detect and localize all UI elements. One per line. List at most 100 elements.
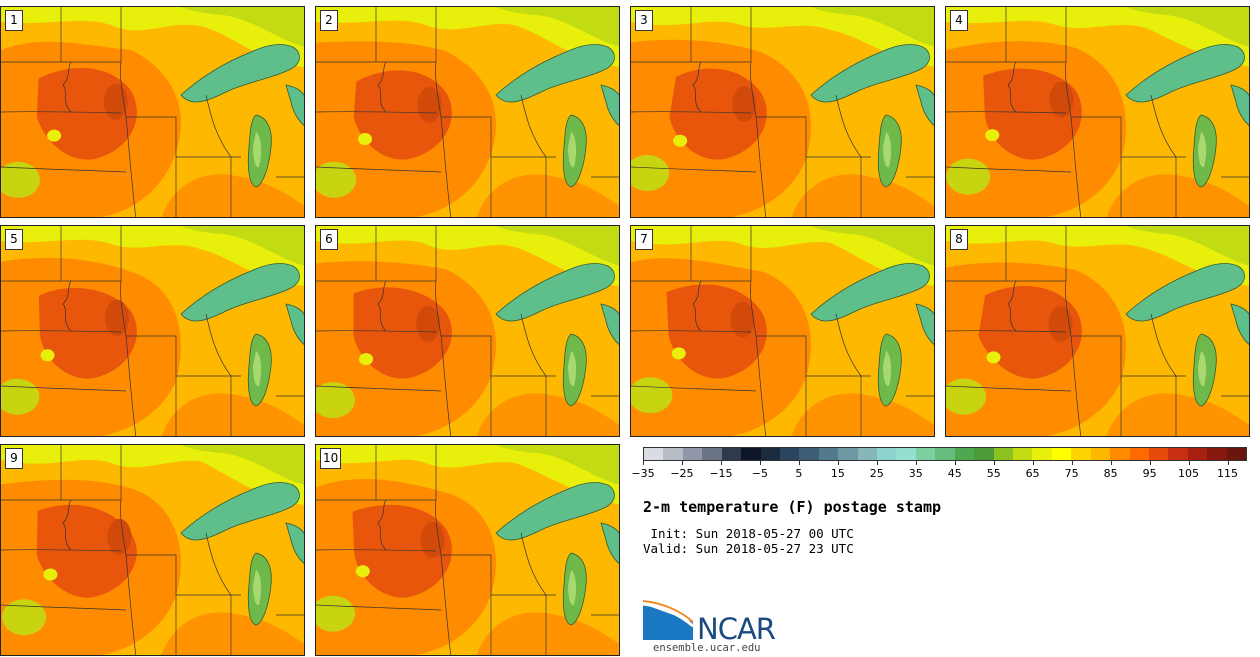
colorbar-segment	[1207, 448, 1227, 460]
colorbar-segment	[896, 448, 916, 460]
colorbar-tick	[798, 461, 800, 465]
colorbar-segment	[1032, 448, 1052, 460]
colorbar-tick-label: 115	[1217, 467, 1239, 480]
colorbar-tick	[1188, 461, 1190, 465]
colorbar-tick-label: 65	[1025, 467, 1040, 480]
colorbar-segment	[702, 448, 722, 460]
temperature-map	[316, 226, 619, 436]
map-panel-2: 2	[315, 6, 620, 218]
colorbar-segment	[915, 448, 936, 460]
colorbar-segment	[1013, 448, 1033, 460]
panel-label: 10	[320, 448, 342, 469]
map-panel-3: 3	[630, 6, 935, 218]
colorbar-ticks: −35 −25 −15 −5 5 15 25 35 45 55 65 75 85 95 105 115	[631, 461, 1247, 483]
colorbar-segment	[1090, 448, 1111, 460]
colorbar-tick	[993, 461, 995, 465]
colorbar-tick-label: 45	[947, 467, 962, 480]
map-panel-5: 5	[0, 225, 305, 437]
colorbar-tick	[681, 461, 683, 465]
colorbar-tick-label: −15	[709, 467, 733, 480]
colorbar-tick-label: 15	[830, 467, 845, 480]
map-panel-9: 9	[0, 444, 305, 656]
colorbar-segment	[644, 448, 664, 460]
panel-label: 1	[5, 10, 23, 31]
temperature-map	[631, 226, 934, 436]
map-panel-10: 10	[315, 444, 620, 656]
map-panel-4: 4	[945, 6, 1250, 218]
colorbar-segment	[721, 448, 742, 460]
panel-label: 8	[950, 229, 968, 250]
colorbar-segment	[954, 448, 975, 460]
colorbar-tick	[1227, 461, 1229, 465]
temperature-map	[946, 7, 1249, 217]
panel-label: 2	[320, 10, 338, 31]
colorbar-tick	[1071, 461, 1073, 465]
colorbar-segment	[1148, 448, 1169, 460]
panel-label: 3	[635, 10, 653, 31]
colorbar-segment	[1071, 448, 1091, 460]
panel-label: 6	[320, 229, 338, 250]
colorbar-segment	[838, 448, 858, 460]
colorbar-tick	[876, 461, 878, 465]
logo-wordmark: NCAR	[697, 612, 776, 646]
valid-time: Valid: Sun 2018-05-27 23 UTC	[643, 541, 854, 556]
colorbar-tick-label: 75	[1064, 467, 1079, 480]
colorbar-segment	[877, 448, 897, 460]
map-panel-7: 7	[630, 225, 935, 437]
colorbar-segment	[760, 448, 780, 460]
colorbar-tick-label: 35	[908, 467, 923, 480]
init-time: Init: Sun 2018-05-27 00 UTC	[643, 526, 854, 541]
colorbar-tick-label: −5	[751, 467, 768, 480]
colorbar-tick-label: 105	[1178, 467, 1200, 480]
map-panel-8: 8	[945, 225, 1250, 437]
colorbar-segment	[663, 448, 683, 460]
temperature-map	[316, 7, 619, 217]
colorbar-tick	[915, 461, 917, 465]
colorbar-segment	[1187, 448, 1208, 460]
temperature-map	[1, 445, 304, 655]
colorbar-tick	[759, 461, 761, 465]
colorbar-segment	[818, 448, 839, 460]
colorbar-tick-label: −25	[670, 467, 694, 480]
map-panel-1: 1	[0, 6, 305, 218]
panel-label: 9	[5, 448, 23, 469]
temperature-map	[1, 7, 304, 217]
panel-label: 4	[950, 10, 968, 31]
colorbar-segment	[974, 448, 994, 460]
colorbar-tick	[1032, 461, 1034, 465]
colorbar-tick	[1110, 461, 1112, 465]
colorbar-segment	[993, 448, 1014, 460]
colorbar-segment	[682, 448, 703, 460]
colorbar-tick	[720, 461, 722, 465]
temperature-colorbar	[643, 447, 1247, 461]
colorbar-tick-label: 55	[986, 467, 1001, 480]
colorbar-tick	[1149, 461, 1151, 465]
colorbar-tick-label: −35	[631, 467, 655, 480]
panel-label: 5	[5, 229, 23, 250]
colorbar-tick-label: 5	[795, 467, 803, 480]
map-panel-6: 6	[315, 225, 620, 437]
colorbar-segment	[935, 448, 955, 460]
colorbar-tick-label: 25	[869, 467, 884, 480]
chart-title: 2-m temperature (F) postage stamp	[643, 498, 942, 516]
colorbar-segment	[779, 448, 800, 460]
temperature-map	[1, 226, 304, 436]
logo-url: ensemble.ucar.edu	[653, 642, 761, 654]
panel-label: 7	[635, 229, 653, 250]
colorbar-tick	[954, 461, 956, 465]
colorbar-tick	[837, 461, 839, 465]
colorbar-segment	[799, 448, 819, 460]
colorbar-segment	[1129, 448, 1149, 460]
colorbar-segment	[1226, 448, 1247, 460]
colorbar-segment	[1168, 448, 1188, 460]
colorbar-tick-label: 95	[1142, 467, 1157, 480]
temperature-map	[946, 226, 1249, 436]
ncar-logo-icon	[643, 600, 694, 640]
colorbar-segment	[741, 448, 761, 460]
temperature-map	[631, 7, 934, 217]
colorbar-segment	[857, 448, 878, 460]
colorbar-segment	[1051, 448, 1072, 460]
colorbar-tick-label: 85	[1103, 467, 1118, 480]
temperature-map	[316, 445, 619, 655]
colorbar-segment	[1110, 448, 1130, 460]
